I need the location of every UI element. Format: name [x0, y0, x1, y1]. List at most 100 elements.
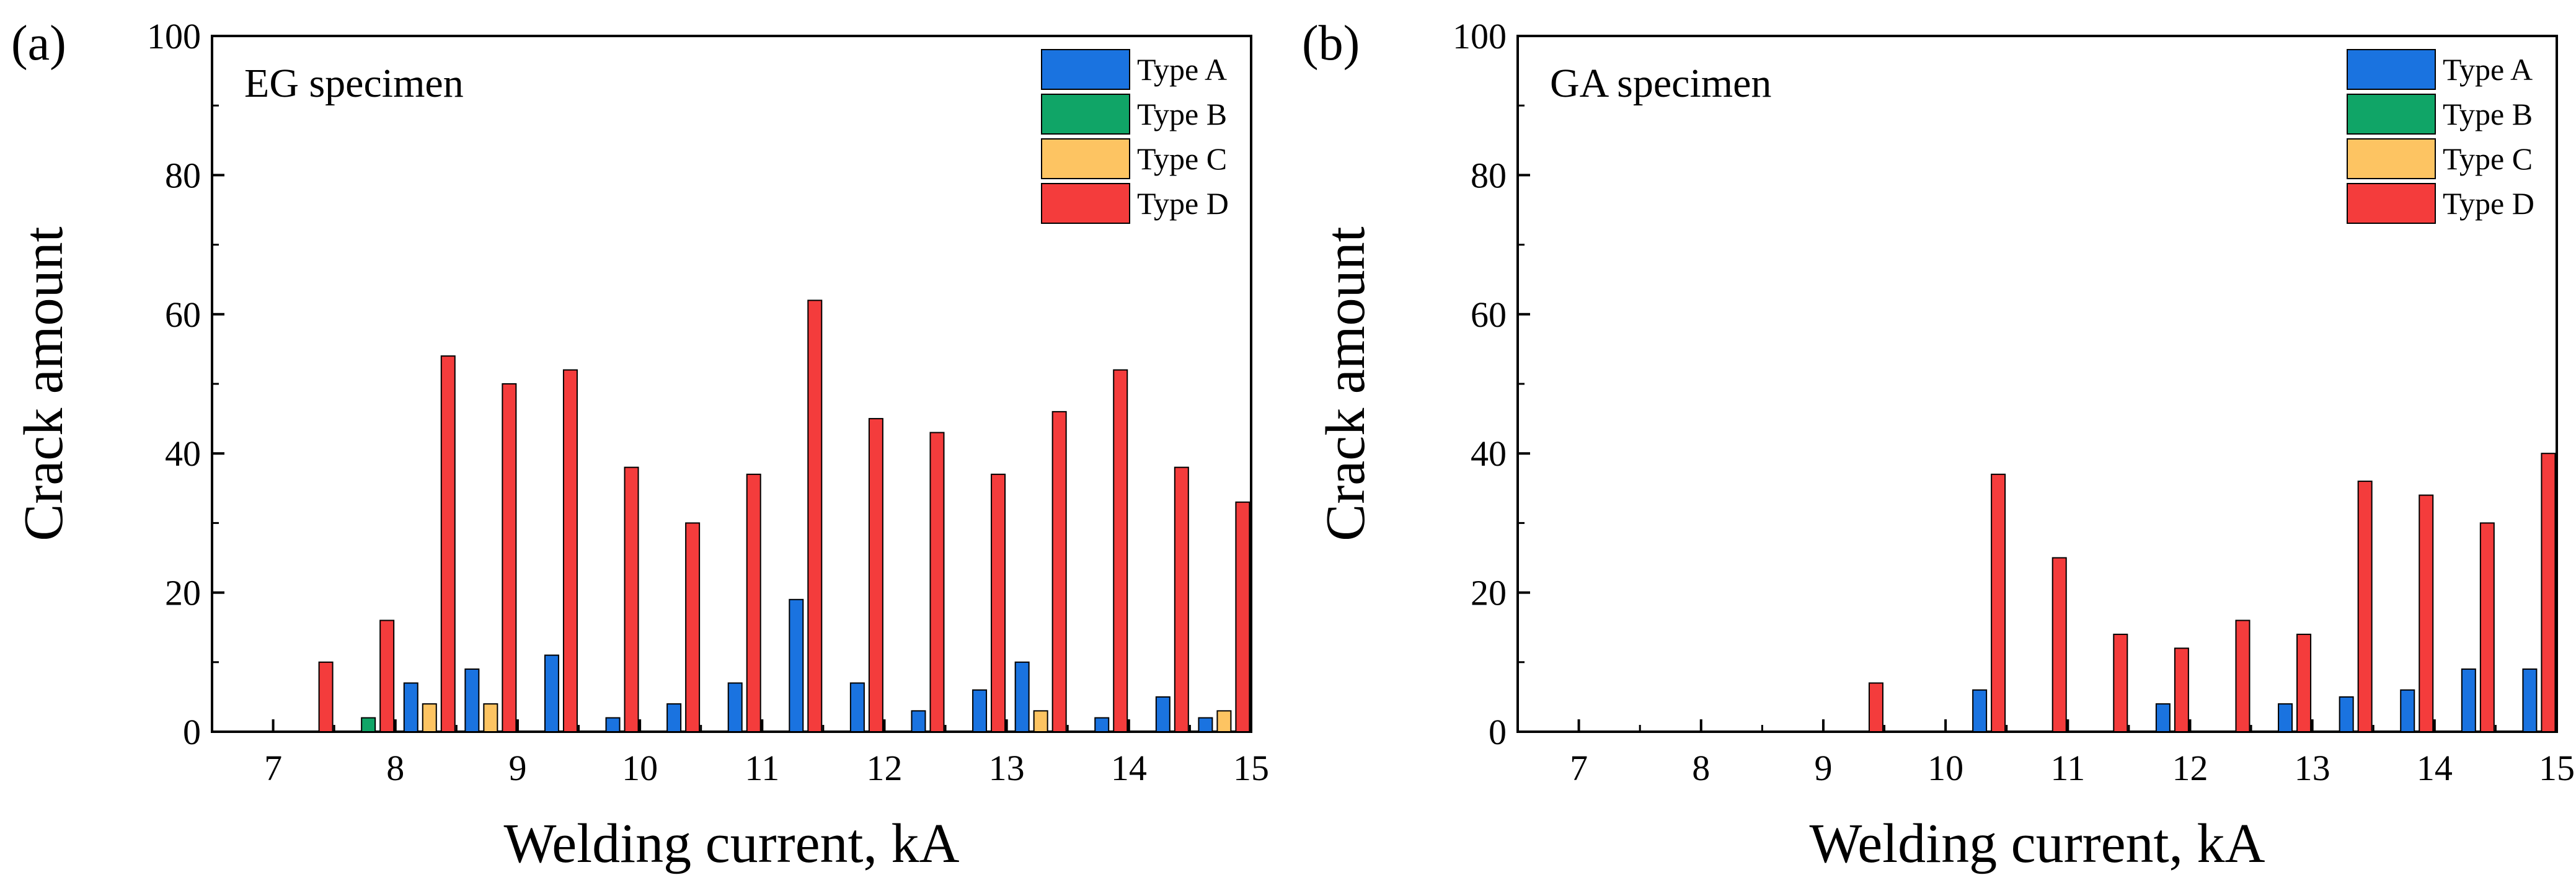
panel-b-bar-type-d — [2052, 557, 2067, 732]
panel-a-legend-swatch-type-c — [1041, 138, 1130, 179]
panel-b-bar-type-d — [2235, 619, 2251, 732]
panel-a-bar-type-d — [562, 369, 578, 732]
panel-a-legend-swatch-type-d — [1041, 183, 1130, 224]
chart-panel-b: (b) 0 20 40 60 80 100 7 8 9 10 11 12 13 14 15 Welding cu… — [1302, 16, 2575, 874]
panel-b-y-tick-label: 20 — [1471, 573, 1507, 613]
panel-b-legend-label: Type D — [2443, 186, 2534, 221]
panel-a-legend-label: Type D — [1137, 186, 1229, 221]
panel-b-y-tick-label: 40 — [1471, 433, 1507, 474]
panel-b-bar-type-d — [1991, 473, 2006, 732]
panel-a-y-tick-label: 60 — [165, 295, 201, 335]
panel-b-y-tick-label: 80 — [1471, 155, 1507, 195]
panel-b-legend: Type A Type B Type C Type D — [2347, 49, 2534, 224]
panel-a-bar-type-a — [972, 689, 988, 732]
panel-b-bar-type-d — [2113, 633, 2128, 732]
panel-a-bar-type-a — [789, 598, 804, 732]
panel-a-bar-type-d — [746, 473, 761, 732]
panel-a-bar-type-a — [464, 668, 480, 732]
panel-a-bar-type-b — [361, 717, 376, 732]
panel-a-bar-type-a — [727, 682, 743, 732]
panel-b-bar-type-a — [2278, 703, 2293, 732]
panel-a-x-tick-label: 11 — [745, 748, 779, 788]
panel-b-bar-type-d — [2479, 522, 2495, 732]
panel-a-bar-type-d — [502, 383, 517, 732]
panel-b-x-tick-label: 13 — [2295, 748, 2330, 788]
panel-b-legend-swatch-type-a — [2347, 49, 2436, 90]
panel-a-y-tick-label: 100 — [147, 16, 201, 56]
panel-a-y-axis-title: Crack amount — [13, 226, 74, 541]
panel-a-y-tick-label: 80 — [165, 155, 201, 195]
panel-a-legend-swatch-type-a — [1041, 49, 1130, 90]
panel-b-x-tick-label: 8 — [1692, 748, 1710, 788]
panel-b-specimen-label: GA specimen — [1550, 61, 1771, 106]
panel-a-bar-type-a — [1198, 717, 1213, 732]
panel-a-bar-type-d — [1235, 501, 1250, 732]
panel-b-y-tick-label: 0 — [1489, 712, 1507, 752]
panel-b-y-axis-title: Crack amount — [1315, 226, 1376, 541]
panel-a-x-tick-label: 10 — [622, 748, 658, 788]
panel-a-bar-type-d — [1174, 466, 1189, 732]
panel-b-bar-type-a — [2461, 668, 2476, 732]
panel-a-x-tick-label: 15 — [1233, 748, 1269, 788]
panel-a-bar-type-a — [849, 682, 865, 732]
panel-a-bar-type-d — [1113, 369, 1128, 732]
panel-b-bar-type-d — [2541, 453, 2556, 732]
panel-a-bar-type-d — [379, 619, 395, 732]
panel-b-bar-type-a — [2339, 696, 2354, 732]
panel-b-x-tick-label: 15 — [2539, 748, 2575, 788]
panel-a-y-tick-label: 40 — [165, 433, 201, 474]
panel-b-x-tick-label: 9 — [1814, 748, 1832, 788]
panel-a-x-tick-label: 9 — [508, 748, 526, 788]
panel-a-bar-type-a — [666, 703, 682, 732]
panel-b-legend-swatch-type-d — [2347, 183, 2436, 224]
panel-b-bar-type-d — [2419, 494, 2434, 732]
panel-a-bar-type-d — [991, 473, 1006, 732]
panel-b-bar-type-a — [2155, 703, 2171, 732]
panel-a-bar-type-d — [440, 355, 456, 732]
panel-a-bar-type-d — [929, 432, 945, 732]
chart-panel-a: (a) 0 20 40 60 80 100 7 8 9 10 11 12 13 14 15 Welding cu… — [11, 16, 1269, 874]
panel-a-bar-type-d — [807, 300, 823, 732]
panel-a-bar-type-a — [544, 654, 559, 732]
panel-b-legend-swatch-type-b — [2347, 94, 2436, 135]
panel-a-bars — [318, 300, 1250, 732]
panel-a-bar-type-c — [422, 703, 437, 732]
panel-a-bar-type-a — [1155, 696, 1171, 732]
panel-b-bars — [1868, 453, 2556, 732]
panel-b-x-tick-label: 14 — [2417, 748, 2453, 788]
panel-b-x-tick-label: 10 — [1928, 748, 1963, 788]
panel-a-bar-type-c — [1033, 710, 1048, 732]
panel-b-bar-type-a — [1972, 689, 1988, 732]
panel-b-x-axis-title: Welding current, kA — [1809, 813, 2265, 874]
panel-b-bar-type-a — [2522, 668, 2538, 732]
panel-a-bar-type-d — [868, 418, 883, 732]
panel-a-bar-type-d — [685, 522, 701, 732]
panel-b-bar-type-a — [2400, 689, 2415, 732]
panel-b-y-tick-label: 100 — [1453, 16, 1507, 56]
panel-b-x-tick-label: 7 — [1570, 748, 1588, 788]
panel-a-bar-type-c — [1216, 710, 1232, 732]
panel-a-bar-type-a — [605, 717, 621, 732]
panel-a-legend-label: Type A — [1137, 52, 1227, 87]
panel-a-legend-swatch-type-b — [1041, 94, 1130, 135]
panel-b-legend-label: Type A — [2443, 52, 2533, 87]
panel-a-legend-label: Type B — [1137, 97, 1227, 131]
panel-b-y-tick-label: 60 — [1471, 295, 1507, 335]
panel-a-bar-type-a — [403, 682, 418, 732]
panel-a-legend-label: Type C — [1137, 141, 1227, 176]
panel-b-bar-type-d — [1868, 682, 1883, 732]
panel-b-legend-label: Type C — [2443, 141, 2533, 176]
panel-a-x-tick-label: 8 — [386, 748, 404, 788]
panel-a-x-axis-title: Welding current, kA — [503, 813, 959, 874]
panel-b-bar-type-d — [2357, 481, 2373, 732]
panel-a-x-tick-label: 7 — [264, 748, 282, 788]
panel-a-bar-type-d — [624, 466, 639, 732]
panel-a-bar-type-c — [483, 703, 498, 732]
panel-b-bar-type-d — [2174, 647, 2189, 732]
panel-b-legend-label: Type B — [2443, 97, 2533, 131]
panel-b-legend-swatch-type-c — [2347, 138, 2436, 179]
panel-a-y-tick-label: 20 — [165, 573, 201, 613]
panel-a-specimen-label: EG specimen — [244, 61, 464, 106]
panel-a-bar-type-d — [318, 661, 334, 732]
panel-b-x-tick-label: 11 — [2050, 748, 2085, 788]
